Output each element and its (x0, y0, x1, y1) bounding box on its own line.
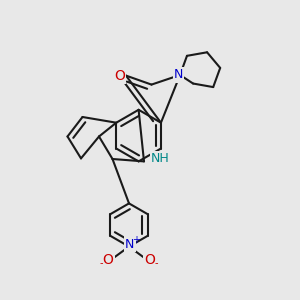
Text: +: + (133, 235, 140, 245)
Text: O: O (114, 69, 125, 82)
Text: -: - (155, 258, 158, 268)
Text: -: - (100, 258, 103, 268)
Text: N: N (174, 68, 183, 82)
Text: O: O (103, 254, 113, 267)
Text: NH: NH (151, 152, 170, 166)
Text: O: O (145, 254, 155, 267)
Text: N: N (125, 238, 134, 251)
